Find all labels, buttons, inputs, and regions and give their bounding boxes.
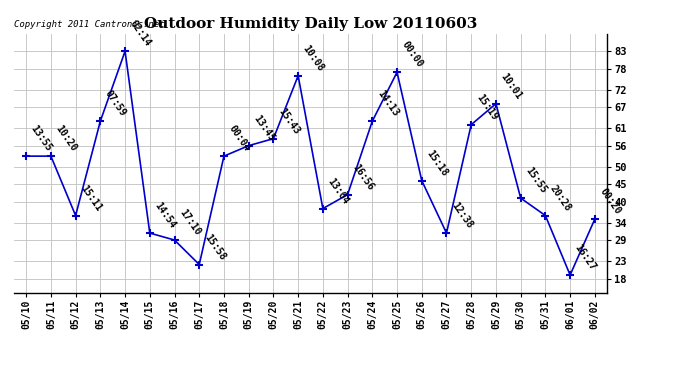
Title: Outdoor Humidity Daily Low 20110603: Outdoor Humidity Daily Low 20110603 bbox=[144, 17, 477, 31]
Text: 13:45: 13:45 bbox=[251, 113, 277, 143]
Text: 20:28: 20:28 bbox=[548, 183, 573, 213]
Text: 14:54: 14:54 bbox=[152, 201, 177, 230]
Text: 10:20: 10:20 bbox=[54, 123, 79, 153]
Text: 15:43: 15:43 bbox=[276, 106, 302, 136]
Text: 15:11: 15:11 bbox=[79, 183, 103, 213]
Text: 14:13: 14:13 bbox=[375, 88, 400, 118]
Text: 16:56: 16:56 bbox=[351, 162, 375, 192]
Text: 10:08: 10:08 bbox=[301, 43, 326, 73]
Text: 13:04: 13:04 bbox=[326, 176, 351, 206]
Text: 00:20: 00:20 bbox=[598, 186, 622, 216]
Text: 17:10: 17:10 bbox=[177, 207, 202, 237]
Text: 13:55: 13:55 bbox=[29, 123, 54, 153]
Text: 16:27: 16:27 bbox=[573, 243, 598, 272]
Text: Copyright 2011 Cantronic.net: Copyright 2011 Cantronic.net bbox=[14, 20, 164, 28]
Text: 15:18: 15:18 bbox=[424, 148, 450, 178]
Text: 10:01: 10:01 bbox=[499, 71, 524, 101]
Text: 15:58: 15:58 bbox=[202, 232, 227, 262]
Text: 15:19: 15:19 bbox=[474, 92, 499, 122]
Text: 02:14: 02:14 bbox=[128, 19, 153, 48]
Text: 07:59: 07:59 bbox=[103, 88, 128, 118]
Text: 15:55: 15:55 bbox=[524, 165, 549, 195]
Text: 00:00: 00:00 bbox=[400, 40, 425, 69]
Text: 12:38: 12:38 bbox=[449, 201, 474, 230]
Text: 00:04: 00:04 bbox=[227, 123, 252, 153]
